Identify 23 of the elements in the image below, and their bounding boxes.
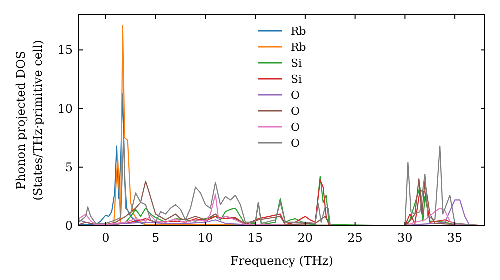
legend-label: Si bbox=[291, 57, 303, 70]
legend-label: Rb bbox=[291, 41, 306, 54]
line-series bbox=[79, 134, 485, 226]
x-axis-title: Frequency (THz) bbox=[230, 254, 334, 268]
legend-label: O bbox=[291, 121, 300, 134]
x-tick-label: 15 bbox=[248, 231, 264, 245]
legend-label: O bbox=[291, 105, 300, 118]
x-tick-label: 5 bbox=[152, 231, 160, 245]
legend-label: O bbox=[291, 89, 300, 102]
legend-label: Si bbox=[291, 73, 303, 86]
x-tick-label: 20 bbox=[298, 231, 314, 245]
x-tick-label: 10 bbox=[198, 231, 214, 245]
y-tick-label: 0 bbox=[65, 219, 73, 233]
y-tick-label: 15 bbox=[58, 43, 73, 58]
y-tick-label: 10 bbox=[58, 102, 73, 116]
y-axis-title: Phonon projected DOS (States/THz·primitive cell) bbox=[14, 40, 45, 201]
x-tick-label: 0 bbox=[102, 231, 110, 245]
legend-label: O bbox=[291, 137, 300, 150]
y-tick-label: 5 bbox=[65, 160, 73, 174]
x-tick-label: 25 bbox=[348, 231, 363, 245]
legend-label: Rb bbox=[291, 25, 306, 38]
x-tick-label: 35 bbox=[447, 231, 463, 245]
x-tick-label: 30 bbox=[398, 231, 413, 245]
